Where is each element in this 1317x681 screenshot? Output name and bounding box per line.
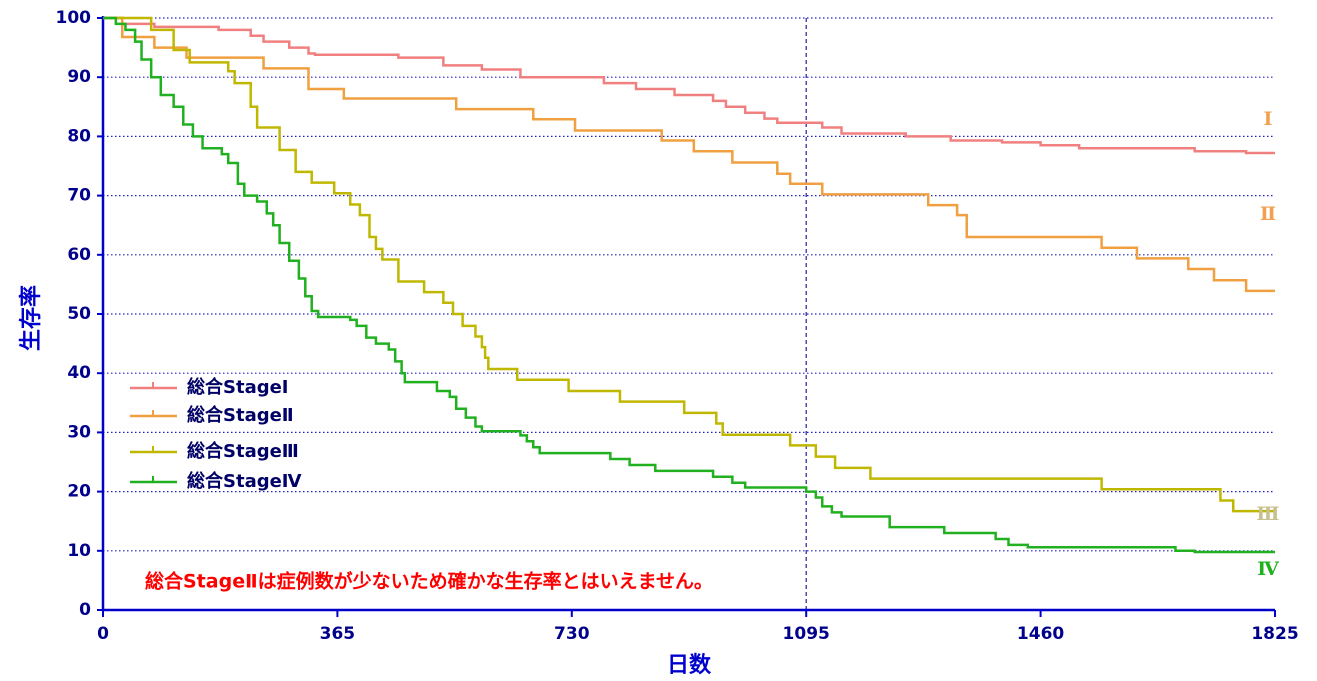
legend-label: 総合StageⅠ xyxy=(187,376,289,398)
end-label: Ⅱ xyxy=(1260,203,1276,225)
y-tick-label: 90 xyxy=(67,67,91,87)
y-tick-label: 20 xyxy=(67,482,91,502)
end-label: Ⅳ xyxy=(1257,558,1279,580)
y-tick-label: 40 xyxy=(67,363,91,383)
y-tick-label: 80 xyxy=(67,126,91,146)
x-axis-label: 日数 xyxy=(667,652,712,678)
y-tick-label: 10 xyxy=(67,541,91,561)
end-label: Ⅰ xyxy=(1264,108,1273,130)
survival-line xyxy=(103,16,1275,554)
y-tick-label: 100 xyxy=(56,8,92,28)
y-tick-label: 0 xyxy=(79,600,91,620)
x-tick-label: 730 xyxy=(554,624,590,644)
survival-line xyxy=(103,16,1275,293)
y-tick-label: 50 xyxy=(67,304,91,324)
annotation: 総合StageⅡは症例数が少ないため確かな生存率とはいえません。 xyxy=(145,570,713,593)
x-tick-label: 1825 xyxy=(1251,624,1298,644)
y-axis-label: 生存率 xyxy=(18,285,44,351)
y-tick-label: 60 xyxy=(67,245,91,265)
survival-line xyxy=(103,16,1275,513)
x-tick-label: 0 xyxy=(97,624,109,644)
x-tick-label: 365 xyxy=(320,624,356,644)
legend-label: 総合StageⅢ xyxy=(187,440,299,462)
x-tick-label: 1095 xyxy=(783,624,830,644)
y-tick-label: 70 xyxy=(67,186,91,206)
survival-line xyxy=(103,16,1275,155)
x-tick-label: 1460 xyxy=(1017,624,1064,644)
legend-label: 総合StageⅣ xyxy=(187,470,302,492)
legend-label: 総合StageⅡ xyxy=(187,404,294,426)
y-tick-label: 30 xyxy=(67,422,91,442)
end-label: Ⅲ xyxy=(1256,503,1279,525)
